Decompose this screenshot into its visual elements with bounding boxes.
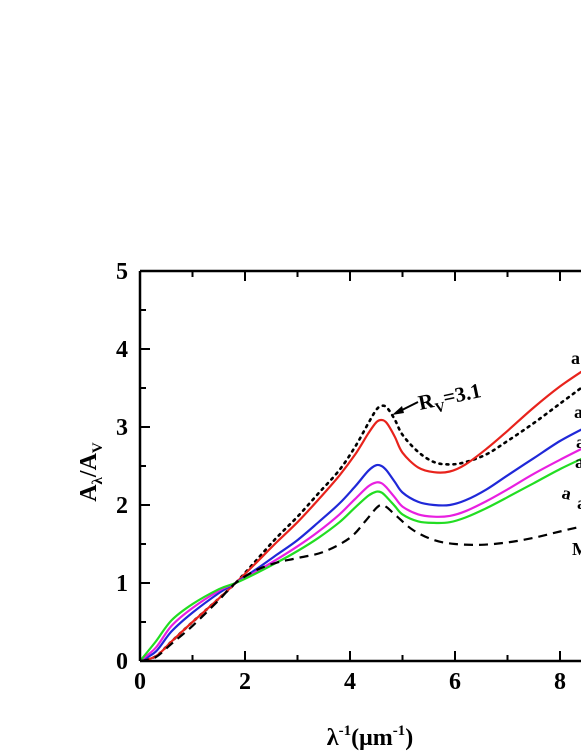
y-axis-sub2: V [90, 442, 106, 453]
rv-annotation: RV=3.1 [392, 378, 484, 420]
series-line-0 [140, 386, 581, 661]
series-line-5 [140, 503, 581, 661]
y-tick-label: 4 [116, 337, 128, 363]
x-axis-unit: (μm [351, 725, 393, 751]
rv-label-R: R [416, 388, 437, 415]
y-tick-label: 3 [116, 415, 128, 441]
y-axis-A1: A [76, 484, 102, 502]
series-line-2 [140, 428, 581, 661]
x-axis-title: λ-1(μm-1) [327, 723, 413, 751]
rv-label-sub: V [434, 400, 447, 417]
edge-label-blue: a [576, 432, 581, 452]
x-axis-sup: -1 [339, 723, 352, 739]
y-tick-label: 5 [116, 259, 128, 285]
series-line-1 [140, 370, 581, 661]
edge-label-green: a [560, 482, 573, 503]
rv-arrow-head [392, 406, 404, 415]
series-layer [140, 370, 581, 661]
y-axis-title: Aλ/AV [76, 442, 106, 502]
x-axis-close: ) [405, 725, 413, 751]
y-tick-label: 0 [116, 649, 128, 675]
edge-label-dashed: M [572, 539, 581, 559]
x-tick-label: 6 [449, 669, 461, 695]
edge-label-red: a [571, 348, 580, 368]
series-line-4 [140, 457, 581, 661]
edge-label-dotted: a [574, 402, 581, 422]
x-tick-label: 2 [239, 669, 251, 695]
rv-label-tail: =3.1 [441, 378, 483, 409]
x-axis-lambda: λ [327, 725, 339, 751]
edge-label-green-sub: a [577, 493, 581, 513]
x-tick-label: 8 [554, 669, 566, 695]
edge-labels: a a a a a a M [560, 348, 581, 559]
y-tick-label: 2 [116, 493, 128, 519]
x-axis-unit-sup: -1 [393, 723, 406, 739]
y-axis-sub1: λ [90, 476, 106, 484]
y-tick-label: 1 [116, 571, 128, 597]
labels-layer: 0 2 4 6 8 0 1 2 3 4 5 [116, 259, 566, 695]
y-axis-slash: /A [76, 452, 102, 478]
svg-text:λ-1(μm-1): λ-1(μm-1) [327, 723, 413, 751]
x-tick-label: 0 [134, 669, 146, 695]
x-tick-label: 4 [344, 669, 356, 695]
edge-label-magenta: a [575, 452, 581, 472]
axes-layer [138, 269, 581, 663]
rv-label: RV=3.1 [416, 378, 484, 420]
svg-text:Aλ/AV: Aλ/AV [76, 442, 106, 502]
